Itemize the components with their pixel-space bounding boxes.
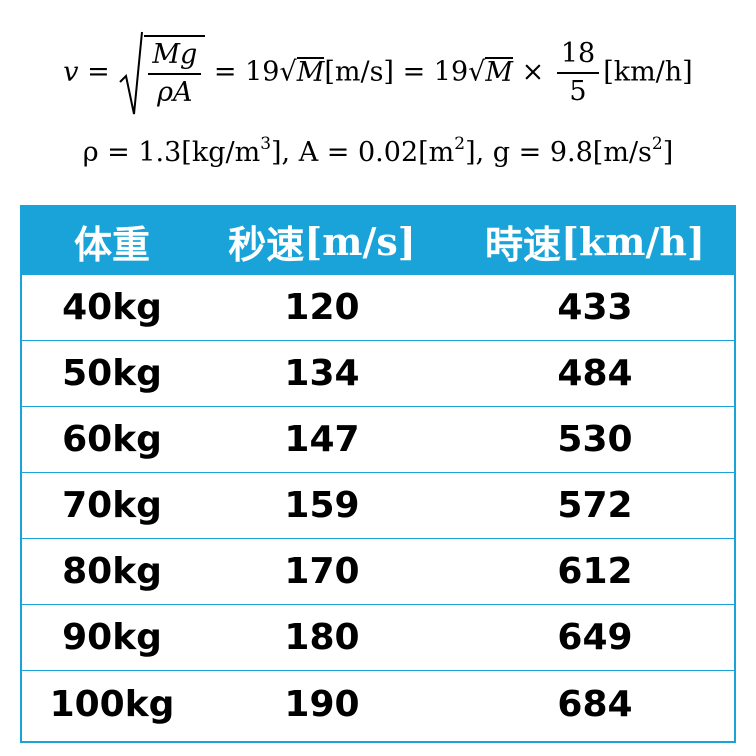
mps-cell: 134 bbox=[284, 353, 360, 394]
kmh-cell: 684 bbox=[557, 683, 633, 725]
area-definition: ], A = 0.02[m bbox=[271, 137, 455, 168]
sqrt-m: M bbox=[296, 56, 325, 88]
gravity-definition: ], g = 9.8[m/s bbox=[465, 137, 652, 168]
table-row: 40kg 120 433 bbox=[22, 275, 734, 341]
kmh-cell: 649 bbox=[557, 617, 633, 658]
mps-cell: 170 bbox=[284, 551, 360, 592]
weight-cell: 40kg bbox=[62, 287, 162, 328]
weight-cell: 60kg bbox=[62, 419, 162, 460]
table-row: 100kg 190 684 bbox=[22, 671, 734, 737]
weight-cell: 100kg bbox=[49, 683, 175, 725]
formula-velocity: v = Mg ρA = 19√M[m/s] = 19√M × 18 5 [km/… bbox=[0, 30, 756, 116]
table-row: 50kg 134 484 bbox=[22, 341, 734, 407]
speed-table: 体重 秒速 [m/s] 時速 [km/h] 40kg 120 433 50kg 13… bbox=[20, 205, 736, 743]
header-mps-label: 秒速 bbox=[228, 222, 305, 267]
small-sqrt-icon: √ bbox=[468, 56, 486, 88]
equals-sign: = bbox=[213, 56, 237, 88]
coefficient: 19 bbox=[433, 56, 469, 88]
velocity-symbol: v bbox=[63, 56, 79, 88]
formula-constants: ρ = 1.3[kg/m3], A = 0.02[m2], g = 9.8[m/… bbox=[0, 134, 756, 168]
weight-cell: 80kg bbox=[62, 551, 162, 592]
sqrt-m: M bbox=[485, 56, 514, 88]
fraction-denominator: 5 bbox=[569, 76, 587, 107]
table-header: 体重 秒速 [m/s] 時速 [km/h] bbox=[22, 207, 734, 275]
fraction-mg-over-rhoa: Mg ρA bbox=[148, 37, 202, 111]
square-root-icon: Mg ρA bbox=[118, 30, 206, 116]
times-sign: × bbox=[521, 56, 545, 88]
mps-cell: 190 bbox=[284, 683, 360, 725]
kmh-cell: 433 bbox=[557, 287, 633, 328]
equals-sign: = bbox=[402, 56, 426, 88]
weight-cell: 50kg bbox=[62, 353, 162, 394]
table-row: 90kg 180 649 bbox=[22, 605, 734, 671]
kmh-cell: 484 bbox=[557, 353, 633, 394]
gravity-exponent: 2 bbox=[651, 134, 663, 154]
weight-cell: 90kg bbox=[62, 617, 162, 658]
mps-cell: 180 bbox=[284, 617, 360, 658]
table-row: 60kg 147 530 bbox=[22, 407, 734, 473]
header-kmh-label: 時速 bbox=[484, 222, 561, 267]
kmh-cell: 572 bbox=[557, 485, 633, 526]
coefficient: 19 bbox=[245, 56, 280, 88]
fraction-18-over-5: 18 5 bbox=[556, 36, 600, 110]
table-row: 80kg 170 612 bbox=[22, 539, 734, 605]
area-exponent: 2 bbox=[454, 134, 466, 154]
mps-cell: 120 bbox=[284, 287, 360, 328]
header-mps: 秒速 [m/s] bbox=[202, 207, 442, 275]
kmh-cell: 612 bbox=[557, 551, 633, 592]
header-weight: 体重 bbox=[73, 222, 150, 267]
unit-mps: [m/s] bbox=[324, 56, 394, 88]
header-mps-unit: [m/s] bbox=[304, 218, 416, 264]
gravity-close: ] bbox=[662, 137, 674, 168]
unit-kmh: [km/h] bbox=[603, 56, 693, 88]
rho-definition: ρ = 1.3[kg/m bbox=[82, 137, 261, 168]
kmh-cell: 530 bbox=[557, 419, 633, 460]
equals-sign: = bbox=[87, 56, 110, 88]
weight-cell: 70kg bbox=[62, 485, 162, 526]
sqrt-radicand: Mg ρA bbox=[144, 35, 206, 111]
small-sqrt-icon: √ bbox=[279, 56, 297, 88]
table-row: 70kg 159 572 bbox=[22, 473, 734, 539]
fraction-denominator: ρA bbox=[157, 77, 193, 108]
rho-exponent: 3 bbox=[260, 134, 272, 154]
header-kmh: 時速 [km/h] bbox=[452, 207, 738, 275]
header-kmh-unit: [km/h] bbox=[561, 218, 706, 264]
mps-cell: 147 bbox=[284, 419, 360, 460]
fraction-numerator: 18 bbox=[556, 36, 600, 74]
mps-cell: 159 bbox=[284, 485, 360, 526]
fraction-numerator: Mg bbox=[148, 37, 202, 75]
